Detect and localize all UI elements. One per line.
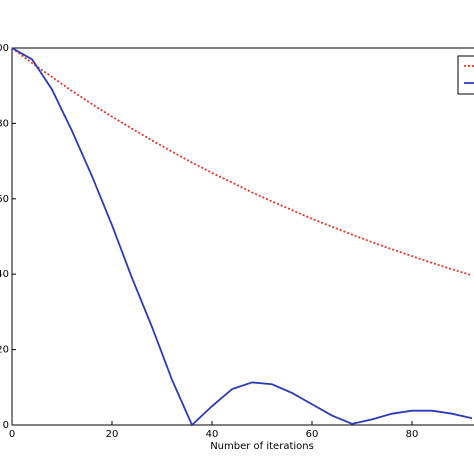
x-tick-label: 80 [406, 429, 419, 440]
x-tick-label: 20 [106, 429, 119, 440]
y-tick-label: 0 [3, 420, 9, 431]
x-tick-label: 0 [9, 429, 15, 440]
y-tick-label: 60 [0, 194, 9, 205]
series-line [11, 47, 473, 427]
legend-box [457, 55, 474, 95]
y-tick-label: 100 [0, 43, 9, 54]
y-tick-label: 40 [0, 269, 9, 280]
x-axis-label: Number of iterations [210, 441, 314, 452]
x-tick-label: 40 [206, 429, 219, 440]
plot-frame [11, 47, 474, 426]
y-tick-label: 20 [0, 345, 9, 356]
series-line [11, 47, 473, 277]
y-tick-label: 80 [0, 118, 9, 129]
x-tick-label: 60 [306, 429, 319, 440]
